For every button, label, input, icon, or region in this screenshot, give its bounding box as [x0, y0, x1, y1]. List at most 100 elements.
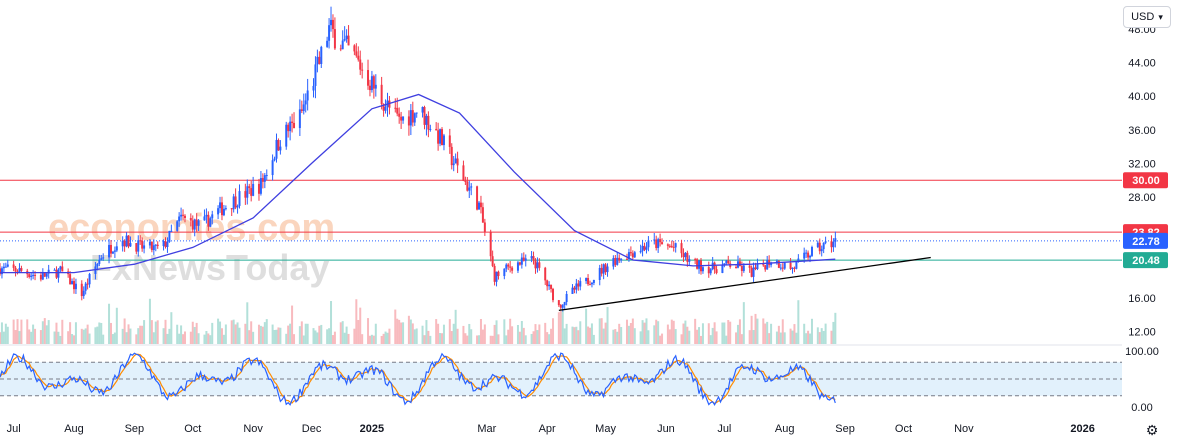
- volume-bar: [639, 331, 642, 344]
- candle: [645, 247, 648, 250]
- time-tick-label: Nov: [243, 423, 263, 435]
- chevron-down-icon: ▾: [1158, 11, 1163, 22]
- time-axis[interactable]: Jul Aug Sep Oct Nov Dec 2025 Mar Apr May Jun Jul Aug…: [7, 423, 1095, 435]
- volume-bar: [115, 307, 118, 344]
- volume-bar: [454, 309, 457, 344]
- volume-bar: [600, 318, 603, 344]
- candle: [550, 284, 553, 289]
- candle: [627, 252, 630, 259]
- currency-selector[interactable]: USD ▾: [1123, 6, 1171, 28]
- candle: [538, 262, 541, 268]
- candle: [341, 40, 344, 50]
- candle: [805, 252, 808, 254]
- volume-bar: [448, 319, 451, 344]
- volume-bar: [736, 324, 739, 344]
- volume-bar: [694, 318, 697, 344]
- volume-bar: [205, 331, 208, 344]
- candle: [495, 271, 498, 282]
- candle: [620, 258, 623, 261]
- candle: [189, 217, 192, 221]
- volume-bar: [618, 323, 621, 344]
- volume-bar: [193, 326, 196, 344]
- candle: [764, 265, 767, 270]
- candle: [69, 274, 72, 285]
- volume-bar: [791, 330, 794, 344]
- volume-bar: [394, 309, 397, 344]
- candle: [277, 139, 280, 151]
- candle: [579, 281, 582, 287]
- oscillator-tick-label: 100.00: [1125, 346, 1159, 358]
- gear-icon[interactable]: ⚙: [1145, 421, 1159, 438]
- candle: [740, 266, 743, 271]
- candle: [331, 19, 334, 30]
- candle: [824, 241, 827, 243]
- candle: [129, 243, 132, 247]
- candles: [0, 6, 837, 312]
- volume-bar: [688, 330, 691, 344]
- candle: [166, 241, 169, 248]
- volume-bar: [579, 321, 582, 344]
- candle: [6, 264, 9, 267]
- candle: [680, 243, 683, 254]
- volume-bar: [468, 323, 471, 344]
- volume-bar: [721, 322, 724, 344]
- candle: [672, 246, 675, 248]
- volume-bar: [820, 328, 823, 344]
- volume-bar: [34, 328, 37, 344]
- candle: [59, 266, 62, 270]
- candle: [505, 264, 508, 269]
- volume-bar: [456, 328, 459, 344]
- candle: [230, 208, 233, 210]
- candle: [164, 241, 167, 248]
- candle: [698, 260, 701, 269]
- candle: [748, 265, 751, 268]
- candle: [707, 267, 710, 274]
- stochastic-d-line: [0, 353, 836, 405]
- time-tick-label: May: [595, 423, 616, 435]
- candle: [427, 115, 430, 130]
- volume-bar: [783, 332, 786, 344]
- candle: [795, 261, 798, 269]
- volume-bar: [343, 332, 346, 344]
- price-tick-label: 40.00: [1128, 91, 1156, 103]
- volume-bar: [764, 323, 767, 344]
- time-tick-label: Aug: [64, 423, 84, 435]
- volume-bar: [400, 322, 403, 344]
- time-tick-label: Oct: [184, 423, 201, 435]
- candle: [738, 261, 741, 267]
- candle: [20, 268, 23, 271]
- candle: [368, 85, 371, 91]
- volume-bar: [176, 324, 179, 344]
- volume-bar: [382, 333, 385, 344]
- price-tick-label: 44.00: [1128, 58, 1156, 70]
- volume-bar: [437, 323, 440, 344]
- volume-bar: [330, 301, 333, 344]
- volume-bar: [246, 302, 249, 344]
- volume-bar: [304, 323, 307, 344]
- candle: [491, 256, 494, 266]
- volume-bar: [495, 320, 498, 344]
- volume-bar: [293, 334, 296, 344]
- volume-bar: [141, 325, 144, 344]
- volume-bar: [43, 318, 46, 344]
- volume-bar: [816, 327, 819, 344]
- candle: [701, 267, 704, 272]
- candle: [762, 263, 765, 266]
- volume-bar: [402, 322, 405, 344]
- volume-bar: [522, 327, 525, 344]
- candle: [154, 244, 157, 246]
- volume-bar: [575, 326, 578, 344]
- volume-bar: [834, 312, 837, 344]
- candle: [252, 183, 255, 196]
- volume-bar: [481, 329, 484, 344]
- candle: [407, 116, 410, 126]
- volume-bar: [339, 322, 342, 344]
- candle: [359, 59, 362, 70]
- trendline[interactable]: [558, 256, 931, 312]
- candle: [536, 262, 539, 269]
- candle: [666, 244, 669, 246]
- volume-bar: [302, 335, 305, 344]
- candle: [318, 56, 321, 64]
